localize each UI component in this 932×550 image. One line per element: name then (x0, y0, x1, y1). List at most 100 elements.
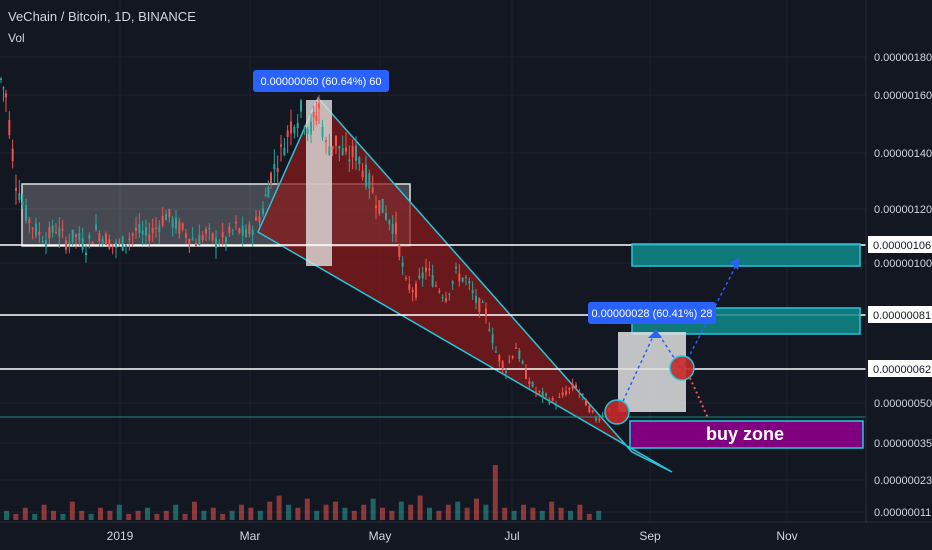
candle-body (115, 242, 117, 248)
candle-body (565, 391, 567, 395)
candle-body (475, 296, 477, 303)
candle-body (51, 225, 54, 233)
price-axis[interactable]: 0.00000180 0.00000160 0.00000140 0.00000120… (874, 52, 932, 519)
candle-body (515, 347, 517, 349)
candle-body (391, 224, 394, 234)
volume-bar (220, 513, 226, 520)
measure-label-1: 0.00000060 (60.64%) 60 (253, 70, 389, 92)
candle-body (478, 298, 481, 312)
candle-body (68, 241, 71, 245)
candle-body (401, 262, 404, 267)
candle-body (280, 144, 282, 147)
candle-body (351, 146, 354, 157)
candles (0, 77, 611, 423)
candle-body (178, 221, 181, 234)
candle-body (101, 238, 104, 244)
candle-body (595, 418, 597, 421)
candle-body (495, 351, 497, 353)
candle-body (251, 229, 254, 236)
candle-body (293, 126, 296, 133)
volume-bar (333, 501, 338, 520)
time-axis[interactable]: 2019 Mar May Jul Sep Nov (107, 529, 798, 543)
candle-body (598, 418, 601, 421)
candle-body (171, 218, 174, 228)
candle-body (125, 244, 127, 247)
candle-body (145, 227, 147, 236)
candle-body (458, 273, 461, 282)
candle-body (361, 170, 364, 178)
candle-body (601, 415, 604, 418)
candle-body (264, 194, 267, 196)
candle-body (428, 268, 431, 271)
candle-body (135, 227, 137, 231)
volume-bar (69, 501, 75, 520)
candle-body (355, 145, 357, 161)
volume-bar (539, 510, 545, 520)
candle-body (588, 406, 591, 412)
candle-body (468, 281, 471, 284)
candle-body (315, 115, 318, 121)
falling-wedge (257, 96, 673, 473)
candle-body (435, 285, 437, 287)
candle-body (581, 393, 584, 396)
candle-body (591, 410, 594, 412)
x-tick-label: Mar (240, 529, 261, 543)
volume-label: Vol (8, 31, 25, 45)
volume-bar (295, 507, 301, 520)
candle-body (195, 243, 197, 247)
candle-body (155, 227, 157, 229)
candle-body (561, 392, 564, 396)
candle-body (18, 193, 21, 201)
candle-body (283, 148, 286, 156)
volume-bar (577, 504, 583, 520)
candle-body (411, 290, 414, 293)
svg-text:0.00000081: 0.00000081 (873, 310, 931, 322)
candle-body (131, 233, 134, 236)
candle-body (98, 233, 101, 242)
candle-body (158, 225, 161, 232)
candle-body (185, 233, 187, 238)
volume-bar (32, 513, 38, 520)
candle-body (348, 159, 351, 162)
candle-body (286, 130, 289, 137)
candle-body (358, 157, 361, 165)
candle-body (321, 126, 324, 138)
volume-bar (464, 507, 470, 520)
volume-bar (314, 510, 320, 520)
volume-bar (79, 510, 85, 520)
candle-body (525, 369, 527, 379)
candle-body (45, 240, 47, 247)
candle-body (558, 396, 561, 398)
candle-body (448, 293, 451, 295)
candle-body (398, 245, 401, 257)
marker-circle-2 (669, 355, 695, 381)
volume-bar (173, 504, 179, 520)
candle-body (38, 231, 41, 236)
target-zone-upper (631, 243, 861, 267)
candle-body (498, 355, 501, 362)
candle-body (568, 387, 571, 390)
volume-bar (192, 501, 197, 520)
candle-body (128, 238, 131, 240)
volume-bar (398, 501, 404, 520)
candle-body (248, 224, 251, 235)
candle-body (306, 128, 309, 135)
candle-body (548, 400, 551, 404)
candle-body (528, 381, 531, 385)
volume-bar (107, 510, 113, 520)
arrow-head-1 (648, 330, 662, 338)
candle-body (485, 308, 487, 316)
candle-body (365, 164, 367, 187)
candle-body (418, 275, 421, 279)
candle-body (238, 228, 241, 233)
candle-body (455, 266, 457, 269)
candle-body (215, 237, 217, 248)
candle-body (111, 244, 114, 246)
candle-body (81, 238, 84, 250)
volume-bar (530, 507, 536, 520)
candle-body (501, 361, 504, 369)
candle-body (445, 298, 447, 302)
volume-bar (304, 498, 310, 520)
volume-bar (98, 507, 103, 520)
